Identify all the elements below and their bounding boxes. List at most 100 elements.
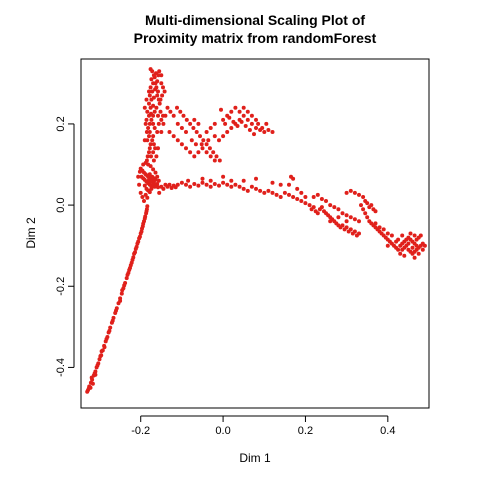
data-point bbox=[159, 117, 164, 122]
data-point bbox=[400, 233, 405, 238]
plot-area-frame bbox=[80, 58, 430, 409]
data-point bbox=[249, 184, 254, 189]
data-point bbox=[254, 176, 258, 181]
data-point bbox=[188, 150, 193, 155]
data-point bbox=[155, 93, 160, 98]
data-point bbox=[204, 142, 209, 147]
data-point bbox=[137, 236, 142, 241]
data-point bbox=[188, 121, 193, 126]
y-tick-label: 0.0 bbox=[55, 197, 67, 212]
data-point bbox=[225, 182, 230, 187]
data-point bbox=[152, 126, 157, 130]
data-point bbox=[241, 113, 246, 118]
data-point bbox=[212, 182, 217, 186]
data-point bbox=[361, 207, 366, 212]
data-point bbox=[365, 201, 370, 206]
data-point bbox=[151, 142, 156, 147]
data-point bbox=[155, 182, 160, 186]
data-point bbox=[194, 130, 199, 134]
data-point bbox=[237, 109, 242, 114]
data-point bbox=[144, 117, 149, 122]
data-point bbox=[147, 150, 151, 155]
data-point bbox=[352, 217, 357, 222]
data-point bbox=[99, 349, 104, 354]
x-tick-label: 0.4 bbox=[380, 425, 395, 437]
data-point bbox=[239, 119, 244, 124]
data-point bbox=[319, 197, 324, 201]
data-point bbox=[412, 233, 417, 238]
data-point bbox=[191, 126, 196, 130]
data-point bbox=[235, 124, 240, 128]
data-point bbox=[266, 188, 271, 193]
data-point bbox=[303, 201, 308, 206]
data-point bbox=[233, 105, 238, 110]
data-point bbox=[188, 184, 193, 189]
data-point bbox=[147, 190, 152, 195]
data-point bbox=[208, 154, 213, 159]
data-point bbox=[147, 130, 152, 134]
data-point bbox=[212, 121, 217, 126]
data-point bbox=[212, 134, 217, 139]
data-point bbox=[175, 182, 180, 187]
data-point bbox=[147, 101, 151, 106]
data-point bbox=[159, 73, 164, 78]
data-point bbox=[389, 233, 394, 238]
data-point bbox=[154, 105, 159, 110]
data-point bbox=[144, 211, 149, 216]
data-point bbox=[206, 138, 211, 143]
data-point bbox=[357, 192, 361, 197]
data-point bbox=[184, 182, 188, 187]
data-point bbox=[336, 207, 341, 212]
data-point bbox=[155, 79, 160, 84]
data-point bbox=[408, 231, 413, 236]
data-point bbox=[352, 190, 357, 195]
data-point bbox=[404, 243, 409, 248]
data-point bbox=[161, 121, 166, 126]
data-point bbox=[149, 77, 154, 82]
chart-title-line-1: Multi-dimensional Scaling Plot of bbox=[145, 12, 365, 28]
data-point bbox=[221, 180, 226, 185]
data-point bbox=[254, 117, 258, 122]
data-point bbox=[422, 243, 427, 248]
data-point bbox=[156, 178, 161, 183]
data-points bbox=[85, 67, 427, 394]
data-point bbox=[153, 170, 158, 175]
data-point bbox=[225, 130, 230, 134]
data-point bbox=[249, 113, 254, 118]
data-point bbox=[97, 357, 102, 362]
data-point bbox=[340, 211, 345, 216]
data-point bbox=[414, 247, 419, 252]
data-point bbox=[204, 182, 209, 187]
data-point bbox=[299, 190, 304, 195]
data-point bbox=[221, 174, 226, 179]
data-point bbox=[344, 219, 349, 224]
data-point bbox=[229, 126, 234, 130]
data-point bbox=[157, 190, 162, 195]
data-point bbox=[151, 167, 156, 172]
data-point bbox=[145, 109, 150, 114]
data-point bbox=[311, 195, 316, 199]
data-point bbox=[207, 146, 212, 151]
data-point bbox=[86, 386, 91, 391]
data-point bbox=[147, 177, 151, 182]
data-point bbox=[196, 150, 201, 155]
data-point bbox=[156, 185, 160, 190]
data-point bbox=[319, 205, 324, 210]
data-point bbox=[274, 192, 279, 197]
data-point bbox=[156, 121, 161, 126]
data-point bbox=[241, 178, 246, 183]
data-point bbox=[204, 150, 209, 155]
data-point bbox=[352, 229, 357, 234]
y-axis: -0.4 -0.2 0.0 0.2 bbox=[55, 116, 75, 377]
data-point bbox=[369, 203, 374, 208]
data-point bbox=[196, 121, 201, 126]
data-point bbox=[398, 251, 403, 256]
data-point bbox=[156, 113, 160, 118]
data-point bbox=[89, 375, 94, 380]
data-point bbox=[385, 243, 390, 248]
data-point bbox=[165, 105, 170, 110]
x-tick-label: -0.2 bbox=[131, 425, 150, 437]
data-point bbox=[167, 130, 172, 134]
data-point bbox=[151, 95, 156, 100]
data-point bbox=[142, 105, 147, 110]
